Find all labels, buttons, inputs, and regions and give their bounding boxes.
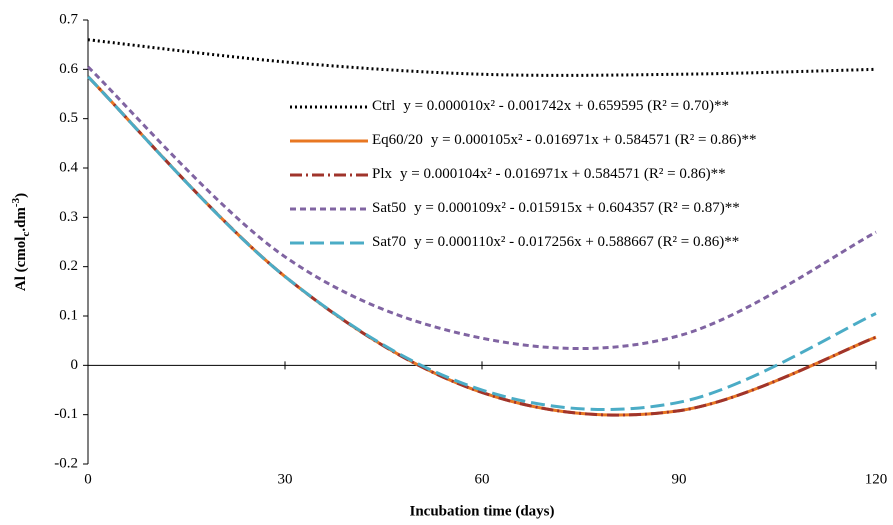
legend-name: Ctrl bbox=[372, 98, 395, 114]
y-tick-label: 0.7 bbox=[59, 11, 78, 27]
legend-entry: Sat70 y = 0.000110x² - 0.017256x + 0.5886… bbox=[372, 234, 739, 250]
y-axis-title-part: ) bbox=[13, 193, 29, 198]
y-tick-label: 0 bbox=[71, 357, 79, 373]
x-tick-label: 90 bbox=[672, 471, 687, 487]
y-axis-title-part: -3 bbox=[10, 197, 22, 207]
y-axis-title: Al (cmolc.dm-3) bbox=[10, 193, 32, 291]
series-line bbox=[87, 38, 877, 77]
y-axis-title-part: Al (cmol bbox=[13, 237, 29, 292]
legend-equation: y = 0.000110x² - 0.017256x + 0.588667 (R… bbox=[414, 234, 739, 250]
x-tick-label: 120 bbox=[865, 471, 888, 487]
y-axis-title-part: c bbox=[20, 232, 32, 237]
y-tick-label: 0.4 bbox=[59, 159, 78, 175]
series-line bbox=[86, 65, 877, 350]
y-tick-label: 0.6 bbox=[59, 61, 78, 77]
y-tick-label: 0.1 bbox=[59, 307, 78, 323]
x-tick-label: 0 bbox=[84, 471, 92, 487]
y-tick-label: -0.1 bbox=[54, 406, 78, 422]
x-tick-label: 60 bbox=[475, 471, 490, 487]
legend-name: Sat50 bbox=[372, 200, 406, 216]
y-tick-label: -0.2 bbox=[54, 455, 78, 471]
legend-equation: y = 0.000104x² - 0.016971x + 0.584571 (R… bbox=[400, 166, 726, 182]
legend-entry: Plx y = 0.000104x² - 0.016971x + 0.584571… bbox=[372, 166, 726, 182]
y-tick-label: 0.2 bbox=[59, 258, 78, 274]
legend-name: Sat70 bbox=[372, 234, 406, 250]
legend-equation: y = 0.000109x² - 0.015915x + 0.604357 (R… bbox=[414, 200, 740, 216]
legend-entry: Eq60/20 y = 0.000105x² - 0.016971x + 0.58… bbox=[372, 132, 756, 148]
legend-equation: y = 0.000010x² - 0.001742x + 0.659595 (R… bbox=[403, 98, 729, 114]
x-axis-title: Incubation time (days) bbox=[409, 503, 554, 519]
legend-entry: Sat50 y = 0.000109x² - 0.015915x + 0.6043… bbox=[372, 200, 740, 216]
y-axis-title-part: .dm bbox=[13, 207, 29, 232]
legend-equation: y = 0.000105x² - 0.016971x + 0.584571 (R… bbox=[431, 132, 757, 148]
y-tick-label: 0.5 bbox=[59, 110, 78, 126]
legend-entry: Ctrl y = 0.000010x² - 0.001742x + 0.65959… bbox=[372, 98, 729, 114]
legend-name: Eq60/20 bbox=[372, 132, 423, 148]
x-tick-label: 30 bbox=[278, 471, 293, 487]
series-line bbox=[86, 75, 877, 412]
y-tick-label: 0.3 bbox=[59, 209, 78, 225]
legend-name: Plx bbox=[372, 166, 393, 182]
